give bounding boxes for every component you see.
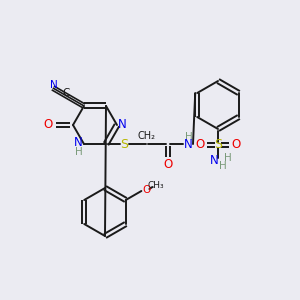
Text: O: O [44,118,52,131]
Text: N: N [118,118,126,130]
Text: S: S [214,139,222,152]
Text: O: O [164,158,172,171]
Text: H: H [224,153,232,163]
Text: N: N [184,138,192,151]
Text: H: H [75,147,83,157]
Text: O: O [231,139,241,152]
Text: CH₂: CH₂ [138,131,156,141]
Text: N: N [210,154,218,167]
Text: CH₃: CH₃ [147,182,164,190]
Text: H: H [219,161,227,171]
Text: N: N [50,80,58,90]
Text: S: S [120,138,128,151]
Text: N: N [74,136,82,148]
Text: C: C [62,88,70,98]
Text: H: H [185,132,193,142]
Text: O: O [195,139,205,152]
Text: O: O [142,185,151,195]
